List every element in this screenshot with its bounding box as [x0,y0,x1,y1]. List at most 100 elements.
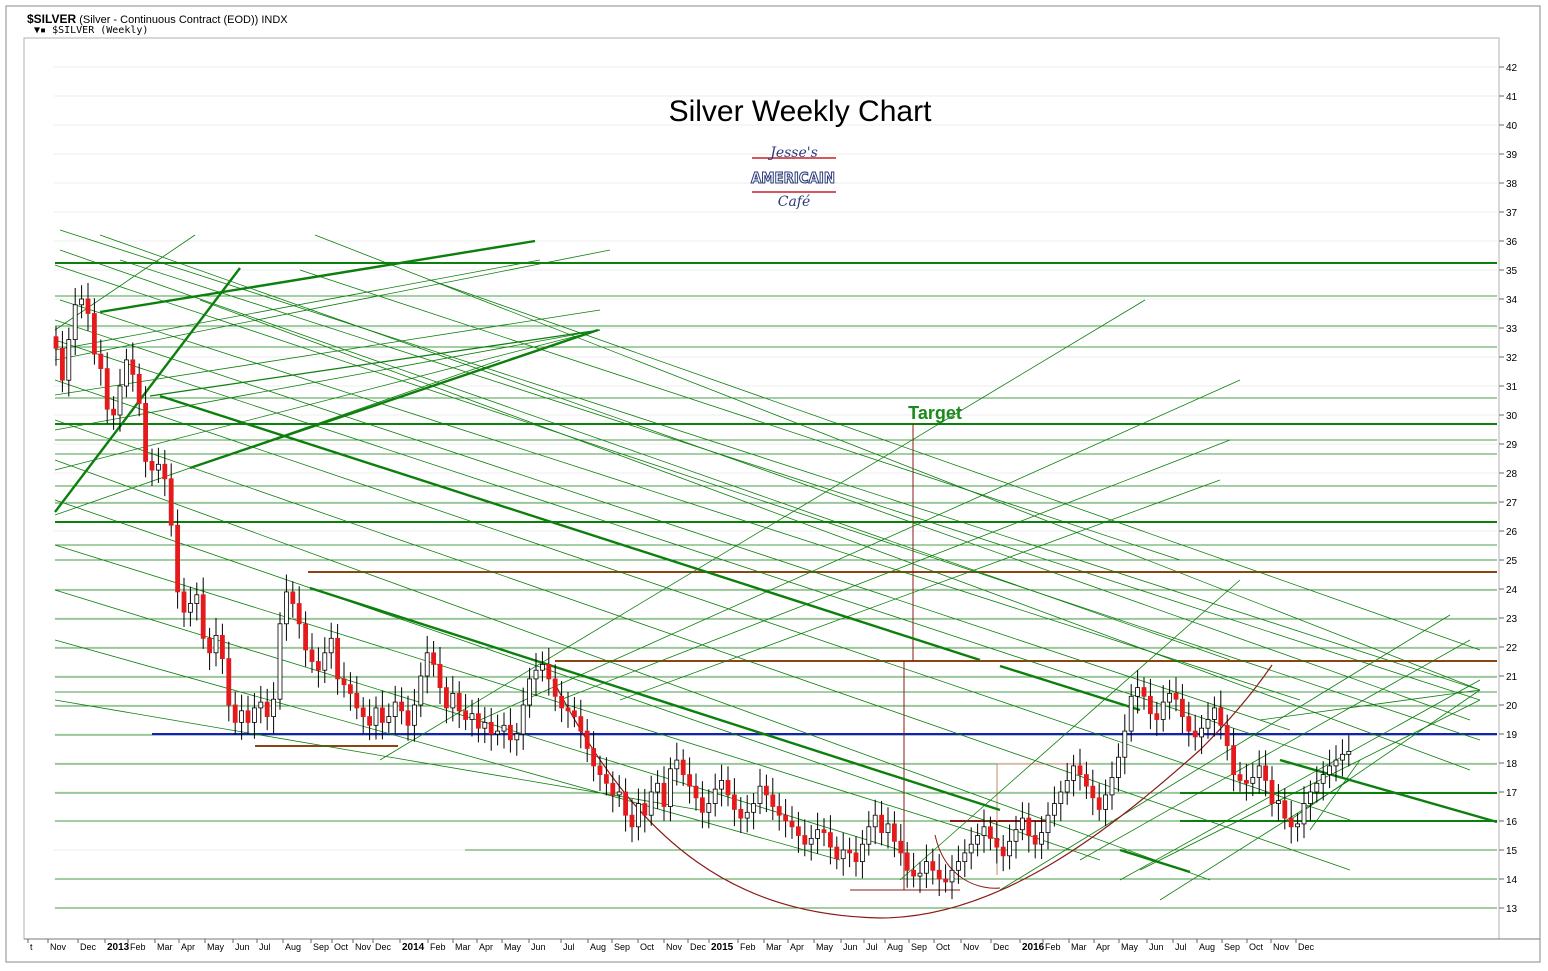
series-icon: ▼▪ [34,25,47,36]
candle-down [53,336,59,349]
candle-down [629,814,635,828]
candle-down [309,649,315,662]
x-tick-label: Nov [666,942,683,952]
candle-down [552,678,558,697]
candle-up [520,704,526,735]
candle-up [1340,753,1345,761]
candle-up [72,304,78,340]
candle-up [1116,756,1121,778]
candle-down [776,806,782,816]
channel-line [149,329,601,397]
x-tick-label: Apr [1096,942,1110,952]
y-tick-label: 37 [1506,208,1518,219]
candle-up [1122,730,1128,758]
trend-line [299,269,1181,561]
y-tick-label: 16 [1506,817,1518,828]
candle-down [1237,774,1243,781]
x-tick-label: Apr [181,942,195,952]
candle-down [943,878,948,883]
candle-up [194,594,200,604]
candle-down [219,635,225,660]
candle-up [482,722,488,729]
candle-up [924,861,929,874]
candle-down [143,402,149,462]
trend-line [1079,639,1471,861]
candle-down [200,594,206,639]
trend-line [54,459,1211,881]
y-tick-label: 39 [1506,150,1518,161]
x-tick-label: Dec [80,942,97,952]
x-tick-label: May [816,942,834,952]
x-tick-label: Dec [690,942,707,952]
candle-down [85,298,91,314]
y-tick-label: 18 [1506,759,1518,770]
y-tick-label: 21 [1506,672,1518,683]
candle-up [1128,695,1134,732]
candle-up [514,733,520,741]
trend-line [1119,679,1481,881]
trend-line [54,234,196,331]
series-name: $SILVER (Weekly) [52,25,149,36]
candle-down [507,724,513,741]
candle-down [1141,687,1147,697]
candle-down [1224,724,1230,746]
y-tick-label: 38 [1506,179,1518,190]
candlesticks [53,283,1352,900]
candle-up [757,785,763,805]
candle-up [1333,759,1339,767]
candle-up [866,826,872,845]
x-tick-label: Jul [563,942,575,952]
trend-line [119,259,1481,701]
trend-line [54,339,1331,761]
candle-up [1250,777,1256,784]
y-tick-label: 41 [1506,92,1518,103]
candle-down [584,730,590,749]
x-tick-label: Oct [334,942,349,952]
candle-up [706,803,712,813]
trend-line [429,279,1481,651]
candle-down [1000,846,1006,857]
y-tick-label: 35 [1506,266,1518,277]
exchange: INDX [261,14,288,26]
logo-main-text: AMERICAIN [751,169,835,187]
x-tick-label: Nov [1273,942,1290,952]
trend-line [1309,759,1361,831]
candle-up [1052,803,1057,816]
y-axis: 13 14 15 16 17 18 19 20 21 22 23 24 25 26 27 28 29 30 31 32… [1499,63,1518,915]
candle-down [988,826,993,839]
x-tick-label: Sep [614,942,630,952]
candle-down [341,678,347,686]
y-tick-label: 24 [1506,585,1518,596]
x-tick-label: Jun [843,942,858,952]
candle-down [303,623,309,651]
candle-down [764,785,769,796]
candle-up [840,849,846,860]
candle-down [1186,716,1192,732]
candle-up [815,829,820,839]
candle-down [565,707,571,712]
candle-down [1263,765,1268,781]
candle-up [271,698,277,718]
candle-up [79,298,84,306]
candle-up [495,730,501,735]
candle-up [885,823,891,834]
candle-up [1160,701,1166,720]
candle-down [821,829,827,834]
candle-down [834,846,840,860]
x-tick-label: Dec [375,942,392,952]
candle-down [687,774,692,787]
candle-down [149,460,155,471]
candle-down [379,707,385,723]
americain-cafe-logo: Jesse's AMERICAIN Café [750,145,836,210]
candle-down [1269,780,1275,805]
symbol-header: $SILVER (Silver - Continuous Contract (E… [27,12,288,26]
chart-title: Silver Weekly Chart [669,95,933,128]
x-tick-label: Aug [590,942,606,952]
trend-line [59,249,1231,661]
candle-up [860,843,865,863]
x-tick-label: Jul [866,942,878,952]
candle-down [360,707,366,718]
candle-down [623,791,628,816]
trend-line [1259,689,1481,721]
